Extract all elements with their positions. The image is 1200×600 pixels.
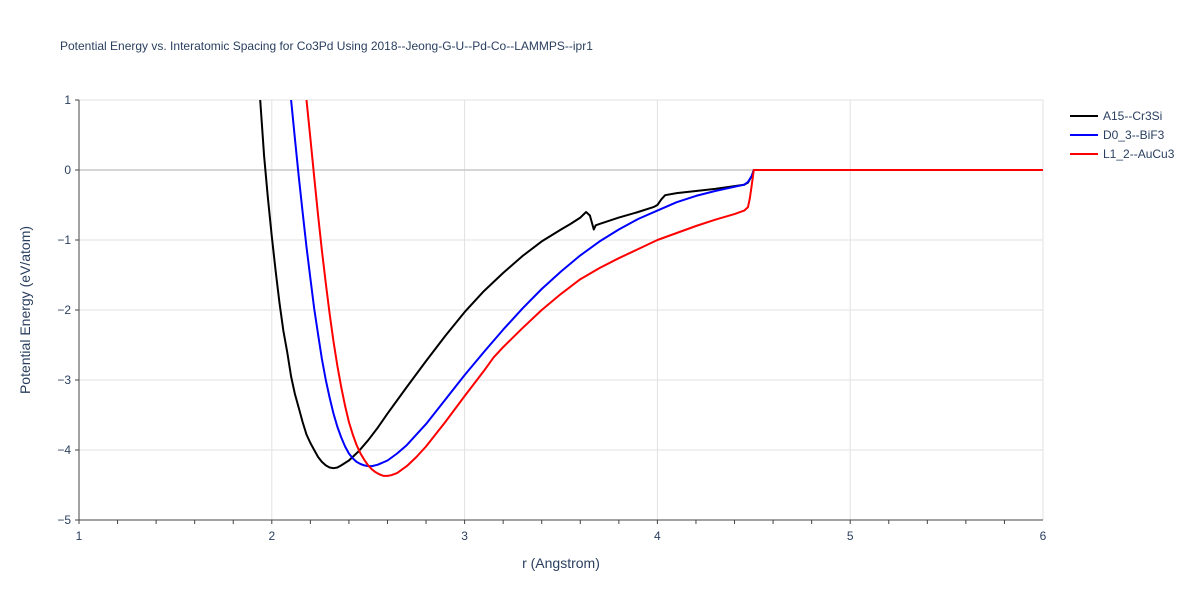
axis-ticks: 1 2 3 4 5 6 1 0 −1 −2 −3 −4 −5: [57, 93, 1046, 543]
series-lines: [259, 100, 1043, 477]
y-tick-label: −3: [57, 373, 71, 387]
y-tick-label: −5: [57, 513, 71, 527]
x-tick-label: 5: [847, 529, 854, 543]
x-axis-title: r (Angstrom): [522, 555, 600, 571]
x-tick-label: 4: [654, 529, 661, 543]
series-line-0: [259, 100, 1043, 470]
chart-title: Potential Energy vs. Interatomic Spacing…: [60, 39, 593, 53]
x-tick-label: 3: [461, 529, 468, 543]
legend: A15--Cr3Si D0_3--BiF3 L1_2--AuCu3: [1070, 109, 1175, 161]
legend-label: L1_2--AuCu3: [1103, 147, 1175, 161]
y-axis-title: Potential Energy (eV/atom): [17, 226, 33, 394]
series-line-1: [290, 100, 1043, 468]
grid-lines: [78, 99, 1044, 521]
y-tick-label: −1: [57, 233, 71, 247]
x-tick-label: 2: [268, 529, 275, 543]
y-tick-label: 1: [64, 93, 71, 107]
y-tick-label: 0: [64, 163, 71, 177]
series-line-2: [305, 100, 1043, 477]
x-tick-label: 1: [76, 529, 83, 543]
x-tick-label: 6: [1040, 529, 1047, 543]
y-tick-label: −2: [57, 303, 71, 317]
legend-label: D0_3--BiF3: [1103, 128, 1165, 142]
legend-label: A15--Cr3Si: [1103, 109, 1162, 123]
y-tick-label: −4: [57, 443, 71, 457]
